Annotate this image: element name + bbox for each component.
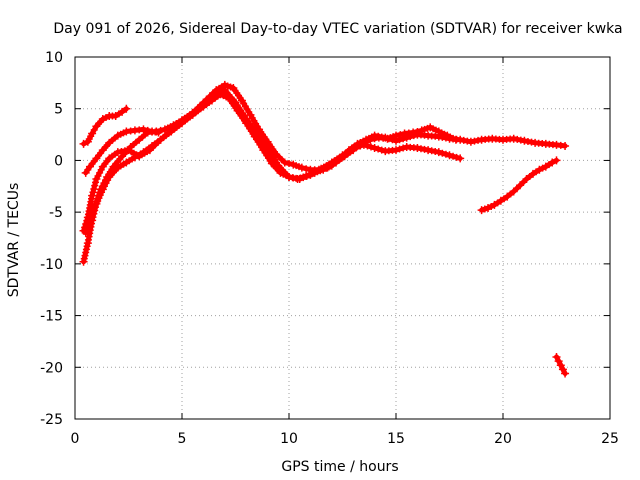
- data-point: [299, 174, 307, 182]
- data-point: [487, 202, 495, 210]
- data-point: [399, 144, 407, 152]
- data-point: [81, 223, 89, 231]
- data-point: [118, 107, 127, 116]
- data-point: [210, 89, 219, 98]
- y-tick-label: 5: [54, 102, 63, 118]
- data-point: [396, 136, 404, 144]
- y-tick-label: -20: [40, 360, 63, 376]
- x-ticks: 0 5 10 15 20 25: [71, 57, 619, 447]
- data-point: [378, 146, 386, 154]
- data-point: [139, 125, 148, 134]
- y-tick-label: 0: [54, 153, 63, 169]
- data-point: [406, 133, 414, 141]
- data-point: [359, 140, 368, 149]
- data-point: [513, 184, 521, 192]
- data-point: [92, 178, 100, 186]
- data-point: [402, 133, 411, 142]
- data-point: [410, 132, 418, 140]
- data-point: [539, 164, 547, 172]
- data-point: [438, 149, 446, 157]
- data-point: [280, 158, 289, 167]
- data-point: [90, 185, 98, 193]
- series-line: [81, 91, 568, 265]
- series-layer: [79, 80, 570, 378]
- data-point: [297, 163, 306, 172]
- data-point: [89, 188, 97, 196]
- data-point: [434, 148, 443, 157]
- data-point: [363, 142, 371, 150]
- data-point: [349, 144, 358, 153]
- x-tick-label: 15: [387, 431, 405, 447]
- data-point: [442, 150, 450, 158]
- data-point: [302, 165, 310, 173]
- data-point: [381, 133, 390, 142]
- y-tick-label: -15: [40, 309, 63, 325]
- series-arc-7: [552, 352, 570, 378]
- series-arc-5: [79, 86, 465, 235]
- data-point: [561, 141, 570, 150]
- data-point: [88, 129, 97, 138]
- chart-title: Day 091 of 2026, Sidereal Day-to-day VTE…: [53, 21, 622, 37]
- data-point: [374, 145, 382, 153]
- data-point: [554, 357, 563, 366]
- data-point: [92, 203, 100, 211]
- data-point: [519, 178, 527, 186]
- data-point: [453, 153, 461, 161]
- x-tick-label: 0: [71, 431, 80, 447]
- series-arc-6: [477, 156, 561, 215]
- data-point: [285, 160, 293, 168]
- data-point: [303, 172, 311, 180]
- y-ticks: -25 -20 -15 -10 -5 0 5 10: [40, 50, 610, 428]
- data-point: [367, 143, 375, 151]
- series-arc-1: [79, 104, 131, 148]
- x-tick-label: 10: [280, 431, 298, 447]
- data-point: [295, 175, 304, 184]
- data-point: [445, 151, 454, 160]
- data-point: [561, 369, 570, 378]
- data-point: [82, 220, 90, 228]
- x-tick-label: 20: [494, 431, 512, 447]
- y-tick-label: -5: [49, 205, 63, 221]
- data-point: [558, 365, 567, 374]
- data-point: [122, 104, 131, 113]
- x-tick-label: 5: [178, 431, 187, 447]
- data-point: [217, 87, 225, 95]
- data-point: [385, 135, 393, 143]
- data-point: [552, 156, 561, 165]
- data-point: [152, 127, 161, 136]
- y-tick-label: -25: [40, 412, 63, 428]
- x-tick-label: 25: [601, 431, 619, 447]
- data-point: [392, 136, 400, 145]
- data-point: [214, 88, 222, 96]
- plot-frame: [74, 56, 611, 420]
- data-point: [356, 142, 364, 150]
- data-point: [79, 139, 88, 148]
- data-point: [392, 146, 400, 155]
- data-point: [388, 136, 396, 144]
- data-point: [456, 154, 465, 163]
- data-point: [552, 352, 561, 361]
- grid: [75, 57, 610, 419]
- data-point: [370, 144, 379, 153]
- data-point: [399, 135, 407, 143]
- data-point: [157, 126, 165, 134]
- y-tick-label: -10: [40, 257, 63, 273]
- data-point: [548, 158, 557, 167]
- data-point: [556, 361, 565, 370]
- data-point: [83, 217, 91, 225]
- x-axis-label: GPS time / hours: [281, 459, 398, 475]
- data-point: [102, 114, 110, 122]
- data-point: [91, 182, 99, 190]
- data-point: [353, 143, 361, 151]
- data-point: [396, 145, 404, 153]
- y-tick-label: 10: [45, 50, 63, 66]
- series-arc-4: [79, 90, 570, 266]
- y-axis-label: SDTVAR / TECUs: [6, 183, 22, 298]
- data-point: [481, 205, 489, 213]
- data-point: [449, 152, 457, 160]
